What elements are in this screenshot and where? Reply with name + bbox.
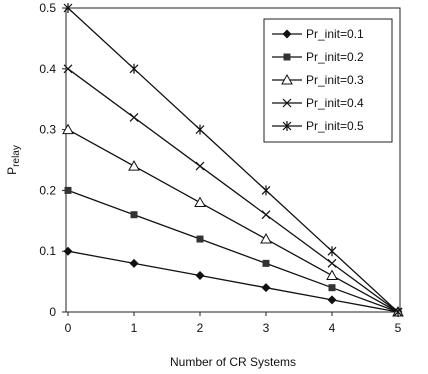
y-tick-label: 0.4 [39, 62, 56, 76]
data-point [63, 246, 73, 256]
data-point [261, 210, 271, 220]
y-axis-label: Prelay [5, 145, 22, 175]
data-point [327, 258, 337, 268]
legend-entry: Pr_init=0.5 [272, 119, 364, 133]
data-point [129, 63, 139, 74]
x-tick-label: 4 [329, 321, 336, 335]
data-point [64, 186, 72, 194]
y-axis-ticks: 0 0.1 0.2 0.3 0.4 0.5 [39, 1, 66, 319]
data-point [281, 73, 293, 85]
legend-label: Pr_init=0.4 [306, 96, 364, 110]
y-axis-label-main: P [5, 167, 19, 175]
y-tick-label: 0.2 [39, 183, 56, 197]
y-axis-label-sub: relay [11, 145, 22, 167]
x-tick-label: 5 [395, 321, 402, 335]
series-line [67, 129, 399, 313]
series-5 [63, 3, 403, 317]
data-point [62, 123, 74, 135]
x-tick-label: 1 [131, 321, 138, 335]
data-point [195, 161, 205, 171]
data-point [282, 121, 292, 131]
data-point [195, 271, 205, 281]
legend: Pr_init=0.1 Pr_init=0.2 Pr_init=0.3 Pr_init… [263, 18, 393, 143]
x-tick-label: 2 [197, 321, 204, 335]
y-tick-label: 0.3 [39, 123, 56, 137]
legend-entry: Pr_init=0.1 [272, 27, 364, 41]
data-point [63, 3, 73, 13]
x-axis-label: Number of CR Systems [170, 355, 296, 369]
y-tick-label: 0 [49, 305, 56, 319]
series-line [67, 189, 399, 313]
data-point [327, 295, 337, 305]
data-point [261, 283, 271, 293]
legend-entry: Pr_init=0.3 [272, 73, 364, 87]
y-tick-label: 0.1 [39, 244, 56, 258]
data-point [194, 196, 206, 208]
x-tick-label: 3 [263, 321, 270, 335]
data-point [261, 185, 271, 196]
data-point [262, 259, 270, 267]
x-tick-label: 0 [65, 321, 72, 335]
data-point [129, 258, 139, 268]
legend-label: Pr_init=0.2 [306, 50, 364, 64]
data-point [130, 211, 138, 219]
data-point [63, 64, 73, 74]
legend-label: Pr_init=0.5 [306, 119, 364, 133]
data-point [328, 284, 336, 292]
series-line [67, 7, 399, 313]
data-point [282, 29, 292, 39]
data-point [129, 113, 139, 122]
series-layer [62, 3, 404, 317]
series-line [67, 68, 399, 313]
data-point [260, 233, 272, 244]
data-point [326, 269, 338, 281]
legend-entry: Pr_init=0.2 [272, 50, 364, 64]
data-point [128, 160, 140, 171]
legend-label: Pr_init=0.1 [306, 27, 364, 41]
data-point [393, 307, 403, 317]
x-axis-ticks: 0 1 2 3 4 5 [65, 312, 402, 335]
series-line [67, 250, 399, 313]
data-point [327, 246, 337, 257]
series-3 [62, 123, 404, 317]
data-point [195, 124, 205, 135]
legend-entry: Pr_init=0.4 [272, 96, 364, 110]
data-point [283, 53, 291, 61]
y-tick-label: 0.5 [39, 1, 56, 15]
legend-label: Pr_init=0.3 [306, 73, 364, 87]
data-point [196, 235, 204, 243]
data-point [282, 98, 292, 108]
